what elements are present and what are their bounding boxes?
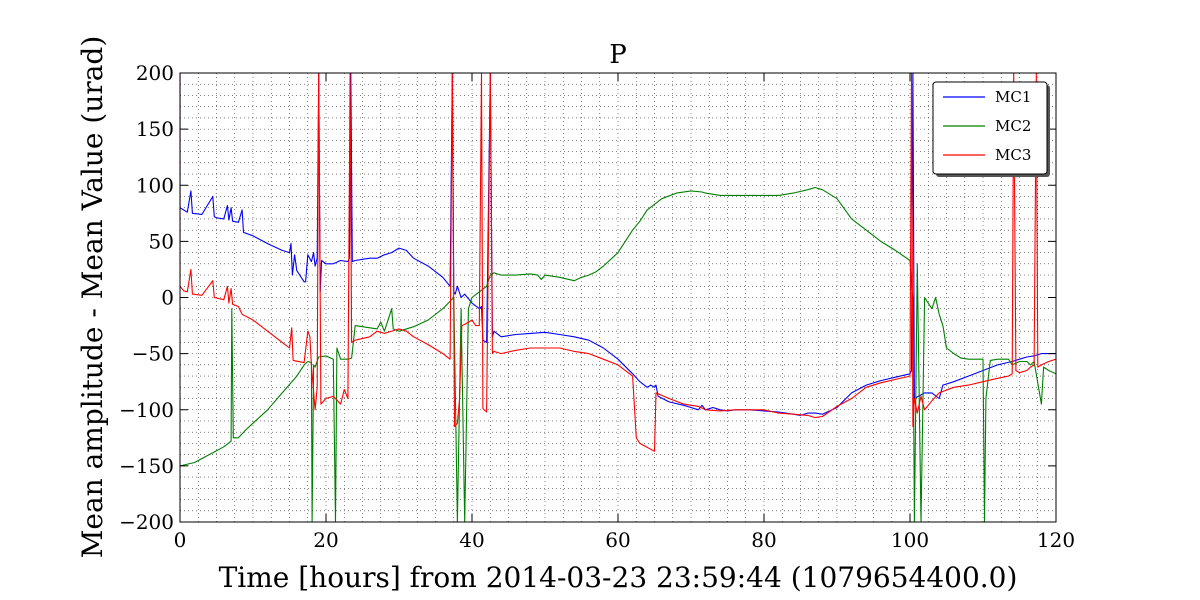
y-tick-label: 100	[136, 173, 174, 197]
x-tick-label: 80	[751, 528, 776, 552]
y-tick-label: 150	[136, 117, 174, 141]
x-tick-label: 20	[313, 528, 338, 552]
ticks: 0 20 40 60 80 100 120 −200 −150 −100 −50 0 50 100 150 2…	[119, 61, 1075, 552]
series-group	[180, 73, 1056, 522]
legend-label-mc2: MC2	[995, 117, 1031, 135]
x-tick-label: 100	[891, 528, 929, 552]
legend: MC1 MC2 MC3	[932, 81, 1050, 177]
x-tick-label: 0	[174, 528, 187, 552]
y-tick-label: −50	[132, 342, 174, 366]
series-line-mc3	[180, 73, 1056, 452]
y-tick-label: −100	[119, 398, 174, 422]
y-tick-label: 200	[136, 61, 174, 85]
y-tick-label: 50	[149, 229, 174, 253]
y-tick-label: 0	[161, 286, 174, 310]
y-axis-label: Mean amplitude - Mean Value (urad)	[76, 36, 109, 559]
x-tick-label: 40	[459, 528, 484, 552]
x-tick-label: 120	[1037, 528, 1075, 552]
x-tick-label: 60	[605, 528, 630, 552]
x-axis-label: Time [hours] from 2014-03-23 23:59:44 (1…	[219, 561, 1018, 594]
series-line-mc2	[180, 186, 1056, 522]
legend-label-mc3: MC3	[995, 146, 1031, 164]
y-tick-label: −150	[119, 454, 174, 478]
chart-title: P	[609, 40, 627, 70]
legend-label-mc1: MC1	[995, 88, 1031, 106]
legend-box	[932, 81, 1048, 175]
y-tick-label: −200	[119, 510, 174, 534]
